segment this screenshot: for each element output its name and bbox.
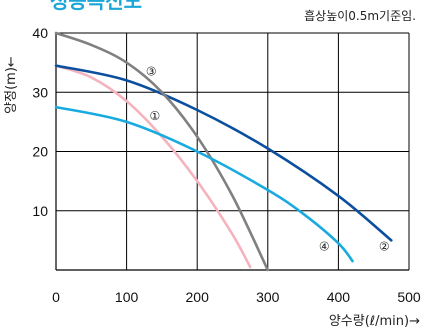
series-4-label: ④: [319, 239, 330, 253]
y-tick-label: 40: [32, 25, 48, 41]
series-2-line: [54, 64, 393, 242]
x-tick-label: 300: [256, 289, 280, 305]
x-axis-label: 양수량(ℓ/min)→: [329, 314, 420, 329]
y-tick-label: 30: [32, 84, 48, 100]
y-tick-label: 10: [32, 203, 48, 219]
chart-title: 성능곡선도: [50, 0, 142, 13]
x-tick-label: 500: [397, 289, 421, 305]
tick-labels: 0 100 200 300 400 500 10 20 30 40: [32, 25, 420, 305]
y-tick-label: 20: [32, 144, 48, 160]
x-tick-label: 200: [186, 289, 210, 305]
grid: [55, 32, 410, 271]
series-labels: ① ② ③ ④: [146, 65, 390, 254]
series-4-line: [54, 105, 354, 263]
series-lines: [54, 31, 393, 272]
series-1-label: ①: [149, 109, 160, 123]
x-tick-label: 400: [327, 289, 351, 305]
series-3-label: ③: [146, 65, 157, 79]
chart-note: 흡상높이0.5m기준임.: [304, 9, 416, 23]
x-tick-label: 0: [52, 289, 60, 305]
series-3-line: [54, 31, 270, 272]
y-axis-label: 양정(m)←: [4, 56, 19, 114]
series-1-line: [54, 64, 252, 269]
x-tick-label: 100: [115, 289, 139, 305]
series-2-label: ②: [379, 239, 390, 253]
